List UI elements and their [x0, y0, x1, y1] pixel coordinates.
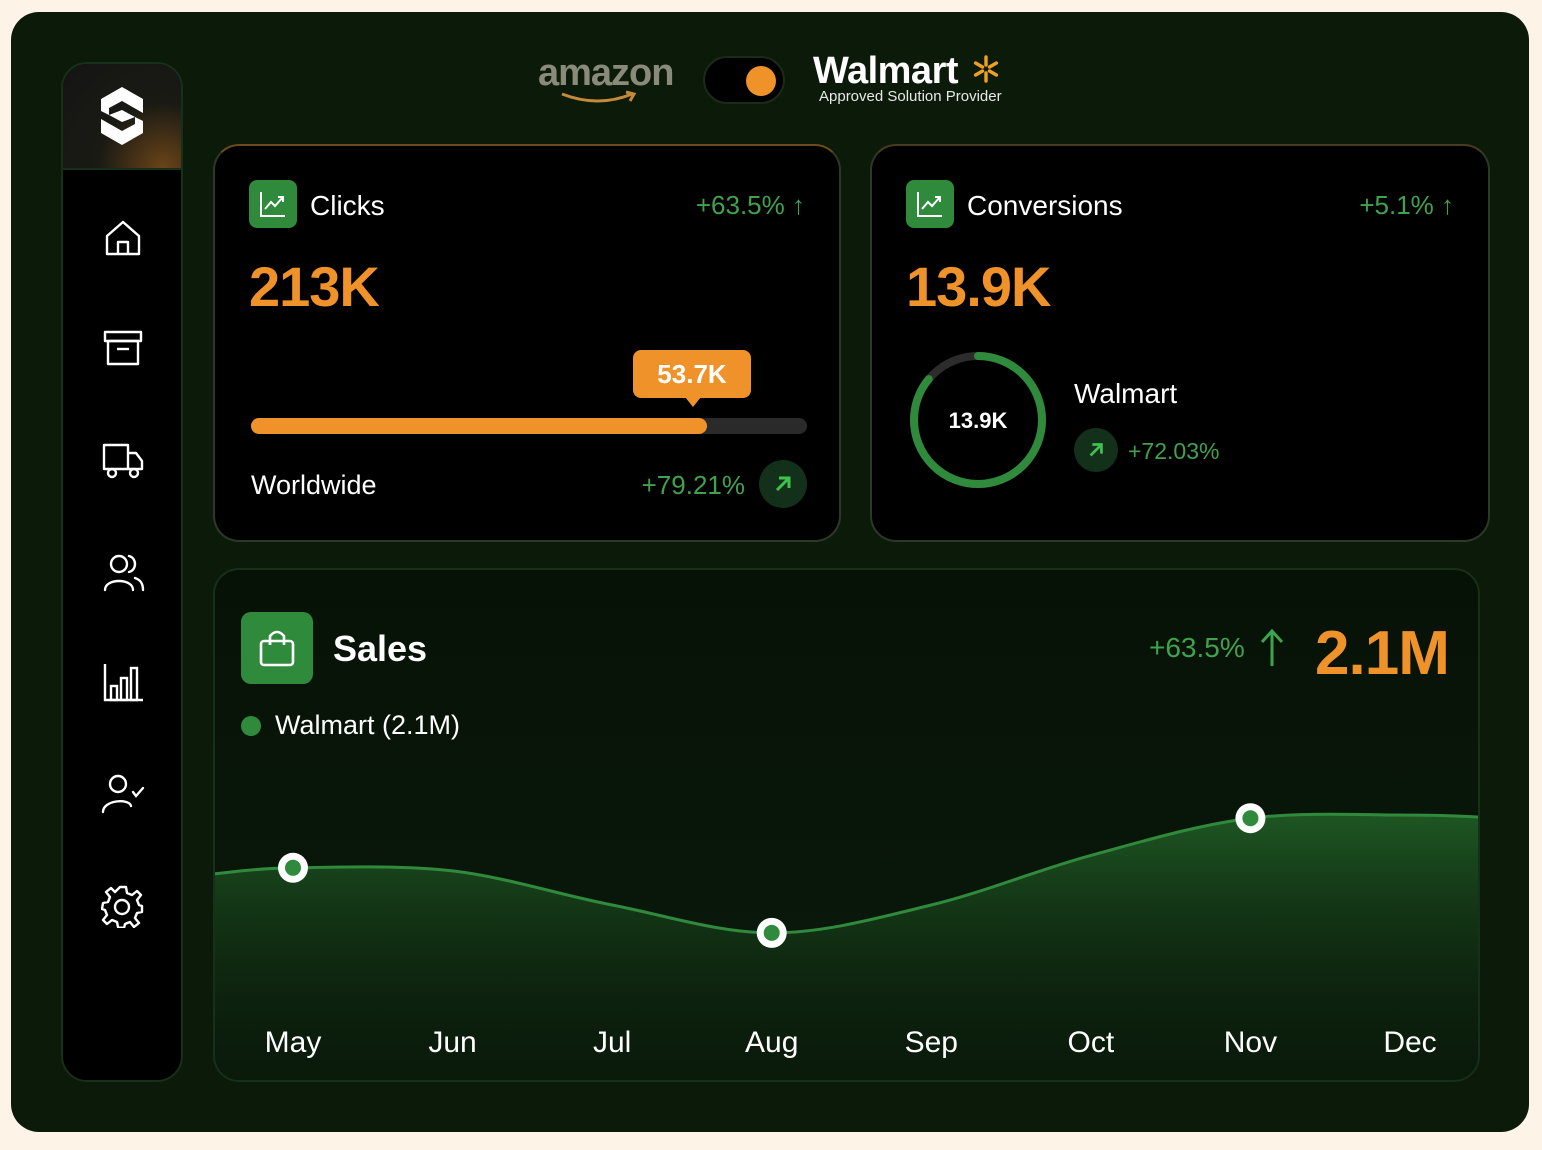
- clicks-progress-fill: [251, 418, 707, 434]
- x-tick-oct: Oct: [1067, 1026, 1115, 1059]
- truck-icon: [102, 443, 144, 479]
- chart-point-core-may: [285, 859, 301, 876]
- sales-chart: [215, 803, 1478, 1080]
- app-logo-icon: [101, 87, 143, 145]
- legend-label: Walmart (2.1M): [275, 710, 461, 740]
- app-logo[interactable]: [63, 64, 181, 170]
- clicks-tile: [249, 180, 297, 228]
- walmart-subtitle: Approved Solution Provider: [819, 88, 1002, 105]
- nav-shipping[interactable]: [99, 436, 147, 484]
- sidebar: [61, 62, 183, 1082]
- channel-delta: +72.03%: [1128, 438, 1220, 464]
- clicks-title: Clicks: [310, 190, 385, 221]
- amazon-logo[interactable]: amazon: [538, 52, 678, 108]
- conversions-value: 13.9K: [906, 255, 1051, 318]
- walmart-spark-icon: [973, 55, 999, 83]
- arrow-up-icon: [1260, 628, 1284, 666]
- sales-tile: [241, 612, 313, 684]
- sales-total: 2.1M: [1315, 619, 1450, 688]
- channel-trend-badge: [1074, 428, 1118, 472]
- conversions-channel: Walmart: [1074, 378, 1178, 409]
- x-tick-jun: Jun: [428, 1026, 477, 1059]
- progress-tooltip: 53.7K: [633, 350, 751, 407]
- amazon-wordmark: amazon: [538, 52, 674, 94]
- nav-home[interactable]: [99, 214, 147, 262]
- clicks-value: 213K: [249, 255, 380, 318]
- sales-delta: +63.5%: [1149, 632, 1245, 663]
- amazon-smile-icon: [561, 90, 637, 103]
- clicks-card: Clicks +63.5% ↑ 213K 53.7K Worldwide +79…: [213, 144, 841, 542]
- region-trend-badge: [759, 460, 807, 508]
- sales-area: [215, 814, 1478, 1080]
- shopping-bag-icon: [259, 630, 295, 667]
- conversions-ring: [910, 352, 1046, 488]
- chart-point-core-aug: [763, 924, 780, 941]
- arrow-up-right-icon: [775, 476, 791, 492]
- x-tick-jul: Jul: [592, 1026, 632, 1059]
- toggle-knob: [746, 66, 776, 96]
- clicks-delta: +63.5% ↑: [695, 190, 805, 220]
- nav-user-verified[interactable]: [99, 770, 147, 818]
- x-tick-nov: Nov: [1223, 1026, 1278, 1059]
- clicks-progress: [251, 418, 807, 434]
- bar-chart-icon: [103, 664, 143, 702]
- region-label: Worldwide: [251, 470, 377, 500]
- walmart-logo[interactable]: Walmart Approved Solution Provider: [813, 50, 1013, 110]
- nav-users[interactable]: [99, 548, 147, 596]
- users-icon: [103, 554, 145, 592]
- nav-settings[interactable]: [99, 882, 147, 930]
- x-tick-sep: Sep: [904, 1026, 958, 1059]
- legend-dot: [241, 716, 261, 736]
- sales-card: Sales Walmart (2.1M) +63.5% 2.1M May Jun J…: [213, 568, 1480, 1082]
- nav-archive[interactable]: [99, 324, 147, 372]
- trend-chart-icon: [260, 192, 285, 217]
- user-check-icon: [101, 774, 145, 814]
- trend-chart-icon: [917, 192, 942, 217]
- x-tick-may: May: [264, 1026, 322, 1059]
- arrow-up-right-icon: [1089, 443, 1103, 457]
- sales-line: [215, 812, 1478, 935]
- x-tick-dec: Dec: [1383, 1026, 1437, 1059]
- conversions-title: Conversions: [967, 190, 1123, 221]
- region-delta: +79.21%: [641, 470, 745, 500]
- walmart-wordmark: Walmart: [813, 50, 959, 92]
- conversions-card: Conversions +5.1% ↑ 13.9K 13.9K Walmart …: [870, 144, 1490, 542]
- gear-icon: [101, 885, 144, 928]
- ring-value: 13.9K: [948, 408, 1008, 433]
- x-tick-aug: Aug: [745, 1026, 799, 1059]
- conversions-tile: [906, 180, 954, 228]
- chart-point-core-nov: [1242, 810, 1259, 827]
- brand-toggle[interactable]: [703, 56, 785, 104]
- archive-icon: [103, 330, 143, 366]
- home-icon: [105, 220, 141, 256]
- conversions-delta: +5.1% ↑: [1359, 190, 1454, 220]
- nav-analytics[interactable]: [99, 658, 147, 706]
- sales-title: Sales: [333, 628, 428, 669]
